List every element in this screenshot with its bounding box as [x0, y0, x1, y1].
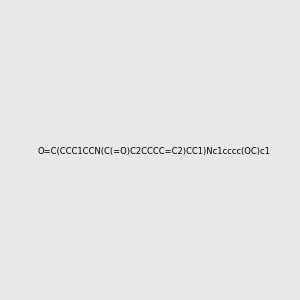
Text: O=C(CCC1CCN(C(=O)C2CCCC=C2)CC1)Nc1cccc(OC)c1: O=C(CCC1CCN(C(=O)C2CCCC=C2)CC1)Nc1cccc(O… [37, 147, 270, 156]
